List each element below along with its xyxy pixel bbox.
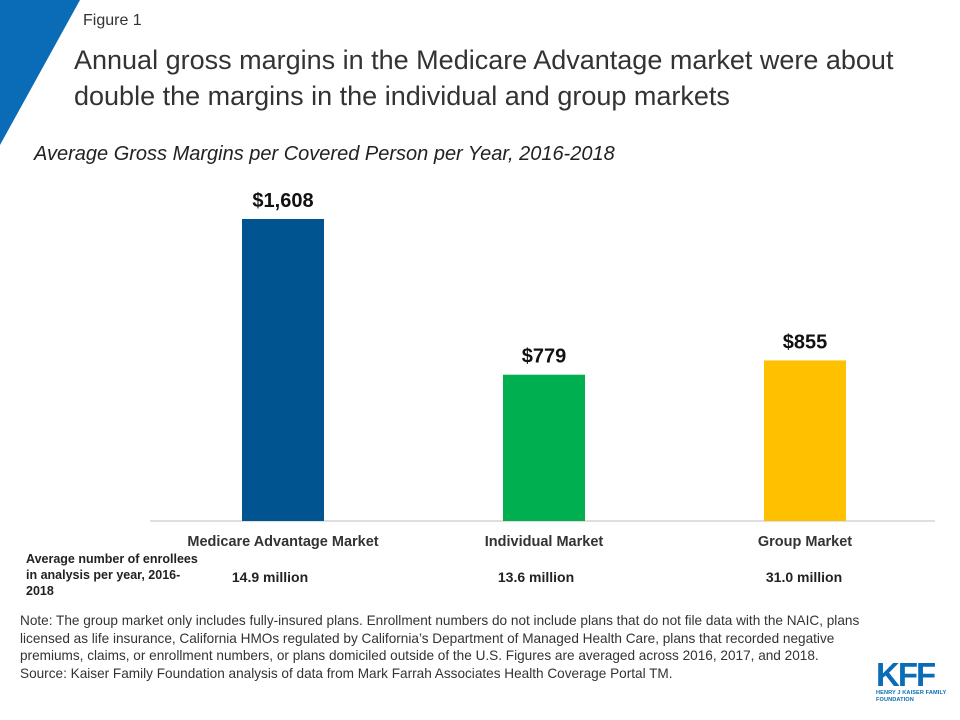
enrollees-value-medicare: 14.9 million bbox=[231, 569, 309, 585]
page-title: Annual gross margins in the Medicare Adv… bbox=[74, 45, 894, 111]
enrollees-value-individual: 13.6 million bbox=[497, 569, 575, 585]
data-label-individual: $779 bbox=[522, 346, 567, 368]
note-text: Note: The group market only includes ful… bbox=[20, 613, 860, 663]
enrollees-value-group: 31.0 million bbox=[765, 569, 843, 585]
bar-medicare bbox=[242, 219, 324, 521]
kff-logo: KFF HENRY J KAISER FAMILY FOUNDATION bbox=[876, 656, 948, 704]
category-label-group: Group Market bbox=[758, 534, 852, 550]
data-label-medicare: $1,608 bbox=[252, 190, 313, 212]
bar-individual bbox=[503, 374, 585, 521]
category-label-individual: Individual Market bbox=[485, 534, 604, 550]
bar-chart: $1,608 Medicare Advantage Market $779 Indiv… bbox=[150, 190, 935, 550]
category-label-medicare: Medicare Advantage Market bbox=[187, 534, 378, 550]
chart-title: Average Gross Margins per Covered Person… bbox=[34, 143, 615, 165]
notes-block: Note: The group market only includes ful… bbox=[20, 612, 870, 682]
bar-group bbox=[764, 360, 846, 521]
figure-label: Figure 1 bbox=[83, 12, 142, 29]
data-label-group: $855 bbox=[783, 331, 828, 353]
source-text: Source: Kaiser Family Foundation analysi… bbox=[20, 665, 673, 681]
logo-subtext: HENRY J KAISER FAMILY FOUNDATION bbox=[876, 690, 947, 703]
logo-text: KFF bbox=[876, 656, 936, 693]
enrollees-label: Average number of enrollees in analysis … bbox=[26, 552, 198, 598]
corner-accent-shape bbox=[0, 0, 80, 145]
